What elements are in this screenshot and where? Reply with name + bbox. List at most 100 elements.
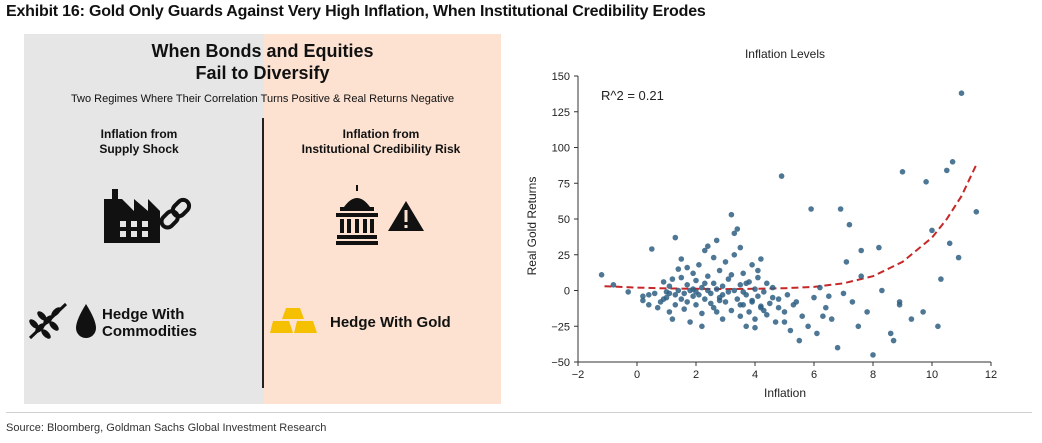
- scatter-point: [887, 330, 894, 337]
- scatter-point: [728, 272, 735, 278]
- scatter-point: [681, 306, 687, 312]
- scatter-point: [817, 284, 823, 291]
- scatter-point: [908, 316, 915, 322]
- credibility-risk-heading: Inflation from Institutional Credibility…: [266, 127, 496, 157]
- scatter-point: [758, 303, 764, 310]
- scatter-point: [743, 280, 749, 287]
- scatter-point: [899, 169, 906, 175]
- scatter-point: [740, 270, 746, 277]
- scatter-point: [681, 290, 687, 297]
- scatter-point: [669, 276, 676, 282]
- scatter-point: [755, 293, 761, 300]
- scatter-point: [793, 299, 800, 305]
- scatter-point: [734, 296, 741, 302]
- scatter-point: [752, 316, 758, 322]
- y-tick-label: 25: [558, 250, 570, 262]
- infographic-title: When Bonds and Equities Fail to Diversif…: [24, 40, 501, 84]
- scatter-point: [778, 173, 785, 179]
- scatter-point: [775, 296, 782, 302]
- x-tick-label: 0: [634, 369, 640, 381]
- x-tick-label: 6: [811, 369, 817, 381]
- scatter-point: [814, 330, 820, 337]
- factory-chain-icon: [104, 189, 192, 243]
- scatter-point: [678, 296, 685, 302]
- scatter-point: [651, 290, 658, 297]
- scatter-point: [719, 316, 726, 322]
- wheat-oil-drop-icon: [28, 302, 96, 340]
- scatter-point: [713, 286, 720, 292]
- scatter-point: [796, 337, 803, 344]
- y-tick-label: 150: [552, 71, 570, 83]
- scatter-point: [722, 259, 729, 265]
- scatter-point: [737, 313, 744, 320]
- scatter-point: [758, 256, 764, 262]
- scatter-point: [823, 304, 829, 311]
- scatter-point: [705, 273, 711, 279]
- infographic-subtitle: Two Regimes Where Their Correlation Turn…: [70, 93, 455, 105]
- scatter-point: [710, 254, 717, 261]
- scatter-point: [752, 286, 758, 292]
- x-tick-label: 10: [926, 369, 938, 381]
- scatter-point: [764, 280, 770, 287]
- scatter-point: [675, 266, 682, 272]
- scatter-point: [828, 316, 835, 322]
- scatter-point: [920, 309, 926, 315]
- scatter-point: [805, 323, 811, 330]
- scatter-point: [840, 290, 847, 297]
- scatter-point: [749, 262, 755, 268]
- scatter-point: [746, 309, 752, 315]
- scatter-point: [737, 302, 744, 308]
- scatter-point: [696, 262, 702, 268]
- y-axis-label: Real Gold Returns: [525, 177, 539, 276]
- scatter-point: [719, 283, 726, 289]
- scatter-point: [826, 293, 832, 300]
- scatter-point: [784, 292, 791, 298]
- scatter-point: [699, 284, 705, 291]
- scatter-point: [678, 274, 685, 281]
- infographic-title-line1: When Bonds and Equities: [151, 41, 374, 61]
- scatter-point: [713, 237, 720, 244]
- scatter-point: [755, 267, 761, 274]
- scatter-point: [666, 290, 673, 297]
- scatter-point: [761, 289, 767, 295]
- scatter-point: [767, 300, 773, 307]
- supply-shock-heading: Inflation from Supply Shock: [24, 127, 254, 157]
- x-tick-label: 12: [985, 369, 997, 381]
- scatter-point: [929, 227, 935, 234]
- scatter-point: [781, 309, 788, 315]
- x-tick-label: 4: [752, 369, 758, 381]
- scatter-point: [764, 312, 770, 318]
- scatter-point: [731, 287, 738, 294]
- scatter-point: [955, 254, 962, 261]
- scatter-point: [708, 290, 714, 297]
- scatter-point: [761, 307, 767, 314]
- scatter-point: [693, 277, 699, 284]
- scatter-point: [684, 282, 690, 288]
- scatter-point: [740, 289, 746, 295]
- scatter-point: [708, 300, 714, 307]
- panel-divider: [262, 118, 264, 388]
- scatter-point: [693, 302, 699, 308]
- scatter-point: [837, 206, 844, 212]
- scatter-point: [775, 304, 782, 311]
- y-tick-label: 0: [564, 286, 570, 298]
- scatter-point: [938, 276, 944, 282]
- hedge-gold-label: Hedge With Gold: [330, 314, 451, 331]
- scatter-point: [646, 302, 652, 308]
- scatter-point: [864, 309, 870, 315]
- source-note: Source: Bloomberg, Goldman Sachs Global …: [6, 422, 327, 434]
- scatter-point: [849, 299, 856, 305]
- scatter-point: [743, 323, 749, 330]
- scatter-point: [699, 310, 705, 317]
- x-tick-label: 8: [870, 369, 876, 381]
- scatter-point: [710, 304, 717, 311]
- y-tick-label: −25: [551, 321, 570, 333]
- scatter-point: [684, 264, 690, 271]
- scatter-point: [728, 211, 735, 218]
- scatter-point: [719, 292, 726, 298]
- scatter-point: [610, 282, 617, 288]
- scatter-point: [949, 159, 956, 165]
- inflation-levels-chart: Inflation Levels −2 0 2 4 6 8 10 12 −50 −25 0 25 50 7…: [525, 47, 997, 400]
- scatter-point: [855, 323, 862, 330]
- scatter-point: [890, 337, 897, 344]
